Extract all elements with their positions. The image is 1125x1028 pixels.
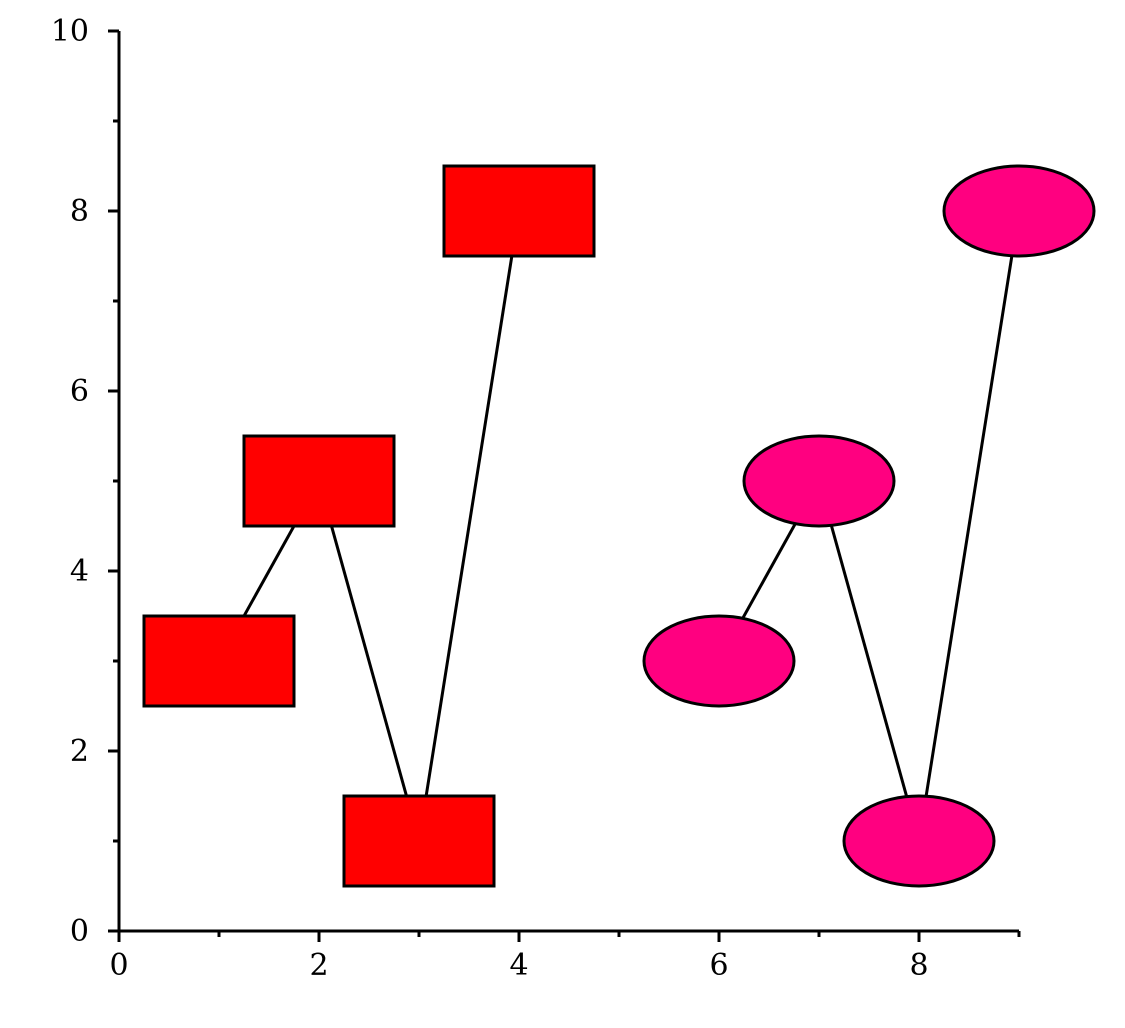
x-tick-label: 0 (109, 948, 128, 983)
y-tick-label: 8 (70, 194, 89, 229)
series-2-segment (817, 480, 921, 842)
y-tick-label: 4 (70, 554, 89, 589)
series-1-segment (317, 480, 421, 842)
y-axis-ticks: 0 2 4 6 8 10 (51, 14, 119, 949)
rectangle-marker (442, 164, 596, 258)
x-tick-label: 8 (909, 948, 928, 983)
x-tick-label: 4 (509, 948, 528, 983)
ellipse-marker (742, 434, 896, 528)
y-tick-label: 2 (70, 734, 89, 769)
ellipse-marker (642, 614, 796, 708)
ellipse-marker (942, 164, 1096, 258)
y-tick-label: 0 (70, 914, 89, 949)
y-tick-label: 6 (70, 374, 89, 409)
axes: 0 2 4 6 8 0 2 4 6 8 10 (51, 14, 1021, 983)
x-tick-label: 6 (709, 948, 728, 983)
y-tick-label: 10 (51, 14, 89, 49)
rectangle-marker (142, 614, 296, 708)
series-1-segment (417, 210, 521, 842)
ellipse-marker (842, 794, 996, 888)
rectangle-marker (242, 434, 396, 528)
series-2-segment (917, 210, 1021, 842)
x-tick-label: 2 (309, 948, 328, 983)
x-axis-ticks: 0 2 4 6 8 (109, 931, 1021, 983)
rectangle-marker (342, 794, 496, 888)
data-markers (142, 164, 1096, 888)
